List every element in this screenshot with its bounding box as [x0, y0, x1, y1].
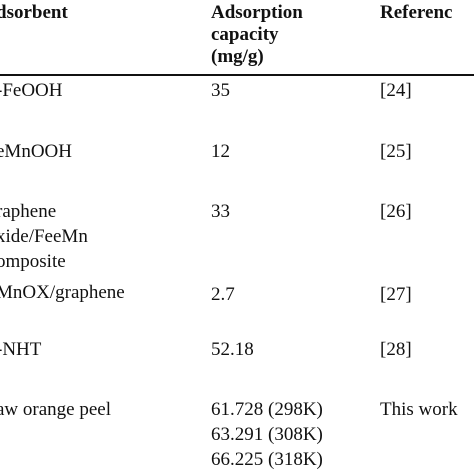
header-capacity: Adsorption capacity (mg/g)	[211, 2, 303, 68]
row-6-capacity-line3: 66.225 (318K)	[211, 449, 323, 470]
row-5-reference: [28]	[380, 339, 412, 360]
row-1-adsorbent: -FeOOH	[0, 80, 63, 101]
header-rule	[0, 74, 474, 76]
header-reference: Referenc	[380, 2, 453, 23]
row-4-reference: [27]	[380, 284, 412, 305]
row-5-adsorbent: -NHT	[0, 339, 42, 360]
row-2-adsorbent: eMnOOH	[0, 141, 72, 162]
row-3-reference: [26]	[380, 201, 412, 222]
row-6-reference: This work	[380, 399, 458, 420]
row-6-capacity-line1: 61.728 (298K)	[211, 399, 323, 420]
header-adsorbent: dsorbent	[0, 2, 68, 23]
row-3-capacity: 33	[211, 201, 230, 222]
row-3-adsorbent-line1: raphene	[0, 201, 57, 222]
row-1-capacity: 35	[211, 80, 230, 101]
header-capacity-line2: capacity	[211, 24, 279, 45]
row-4-capacity: 2.7	[211, 284, 235, 305]
row-6-capacity: 61.728 (298K) 63.291 (308K) 66.225 (318K…	[211, 397, 323, 472]
row-2-reference: [25]	[380, 141, 412, 162]
row-5-capacity: 52.18	[211, 339, 254, 360]
row-4-adsorbent: MnOX/graphene	[0, 282, 125, 303]
row-3-adsorbent-line3: omposite	[0, 251, 66, 272]
row-3-adsorbent-line2: xide/FeeMn	[0, 226, 88, 247]
row-2-capacity: 12	[211, 141, 230, 162]
row-6-capacity-line2: 63.291 (308K)	[211, 424, 323, 445]
row-6-adsorbent: aw orange peel	[0, 399, 111, 420]
row-3-adsorbent: raphene xide/FeeMn omposite	[0, 199, 88, 274]
header-capacity-line3: (mg/g)	[211, 46, 264, 67]
header-capacity-line1: Adsorption	[211, 2, 303, 23]
row-1-reference: [24]	[380, 80, 412, 101]
